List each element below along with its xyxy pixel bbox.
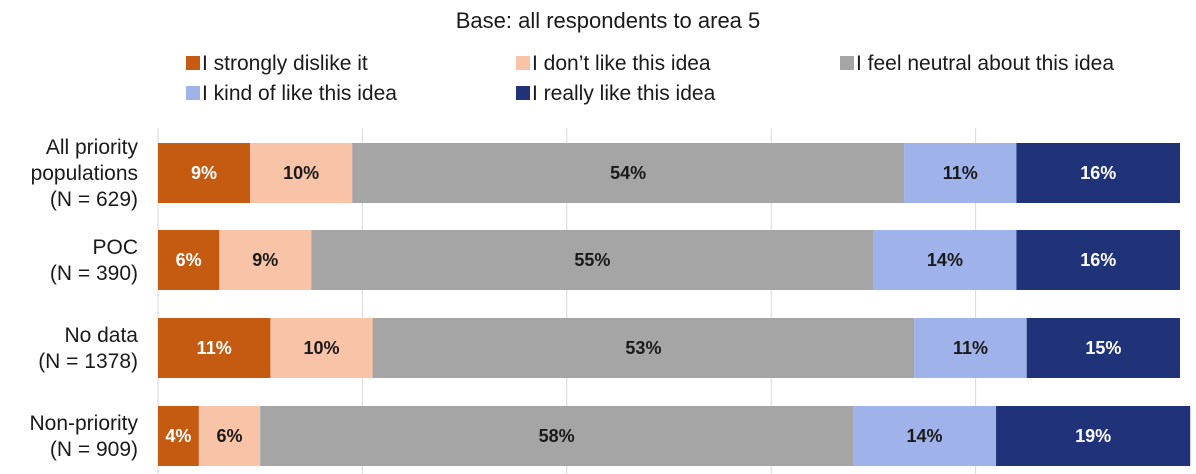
bar-segment xyxy=(996,406,1191,466)
legend-label: I really like this idea xyxy=(532,82,716,105)
legend-label: I strongly dislike it xyxy=(202,52,368,75)
category-label: Non-priority (N = 909) xyxy=(29,412,138,461)
data-label: 58% xyxy=(539,426,575,446)
category-label: No data (N = 1378) xyxy=(38,324,138,373)
data-label: 54% xyxy=(610,163,646,183)
data-label: 19% xyxy=(1075,426,1111,446)
bar-segment xyxy=(352,143,905,203)
category-labels: All priority populations (N = 629) POC (N = … xyxy=(29,136,138,461)
bar-segment xyxy=(158,230,220,290)
legend-swatch xyxy=(186,56,200,70)
bar-row: 6% 9% 55% 14% 16% xyxy=(158,230,1180,290)
data-label: 11% xyxy=(943,163,978,183)
bar-segment xyxy=(852,406,997,466)
category-label-line: (N = 909) xyxy=(50,438,138,461)
bar-row: 11% 10% 53% 11% 15% xyxy=(158,318,1180,378)
category-label: POC (N = 390) xyxy=(50,236,138,285)
bar-segment xyxy=(198,406,261,466)
data-label: 16% xyxy=(1080,250,1116,270)
category-label-line: (N = 629) xyxy=(50,188,138,211)
bar-segment xyxy=(158,143,250,203)
bar-segment xyxy=(1026,318,1180,378)
data-label: 14% xyxy=(906,426,942,446)
data-label: 53% xyxy=(625,338,661,358)
category-label-line: All priority xyxy=(46,136,139,159)
chart-title: Base: all respondents to area 5 xyxy=(456,8,761,33)
bar-segment xyxy=(260,406,853,466)
legend-swatch xyxy=(186,86,200,100)
data-label: 9% xyxy=(191,163,217,183)
bar-segment xyxy=(158,406,199,466)
bar-segment xyxy=(1016,230,1180,290)
category-label-line: No data xyxy=(64,324,138,347)
category-label-line: POC xyxy=(92,236,138,259)
category-label-line: Non-priority xyxy=(29,412,138,435)
legend-swatch xyxy=(516,86,530,100)
legend-item: I really like this idea xyxy=(516,82,716,105)
category-label-line: (N = 390) xyxy=(50,262,138,285)
category-label: All priority populations (N = 629) xyxy=(31,136,139,211)
legend-item: I feel neutral about this idea xyxy=(840,52,1114,75)
data-label: 6% xyxy=(176,250,202,270)
data-label: 10% xyxy=(304,338,340,358)
bar-segment xyxy=(914,318,1027,378)
data-label: 55% xyxy=(574,250,610,270)
category-label-line: (N = 1378) xyxy=(38,350,138,373)
data-label: 10% xyxy=(283,163,319,183)
data-label: 9% xyxy=(252,250,278,270)
bar-segment xyxy=(219,230,312,290)
bar-segment xyxy=(311,230,874,290)
legend: I strongly dislike it I don’t like this i… xyxy=(186,52,1114,105)
data-label: 4% xyxy=(165,426,191,446)
legend-swatch xyxy=(840,56,854,70)
legend-label: I feel neutral about this idea xyxy=(856,52,1114,75)
legend-label: I don’t like this idea xyxy=(532,52,711,75)
bar-segment xyxy=(1016,143,1180,203)
data-label: 16% xyxy=(1080,163,1116,183)
bar-segment xyxy=(158,318,271,378)
data-label: 14% xyxy=(927,250,963,270)
legend-item: I don’t like this idea xyxy=(516,52,711,75)
legend-swatch xyxy=(516,56,530,70)
bar-segment xyxy=(904,143,1017,203)
data-label: 15% xyxy=(1085,338,1121,358)
legend-label: I kind of like this idea xyxy=(202,82,397,105)
bar-row: 4% 6% 58% 14% 19% xyxy=(158,406,1191,466)
legend-item: I strongly dislike it xyxy=(186,52,368,75)
bar-segment xyxy=(270,318,373,378)
legend-item: I kind of like this idea xyxy=(186,82,397,105)
category-label-line: populations xyxy=(31,162,138,185)
data-label: 11% xyxy=(197,338,232,358)
bar-row: 9% 10% 54% 11% 16% xyxy=(158,143,1180,203)
bars: 9% 10% 54% 11% 16%6% 9% 55% 14% 16%11% 10% 53% 11% 1… xyxy=(158,143,1191,466)
bar-segment xyxy=(873,230,1017,290)
data-label: 11% xyxy=(953,338,988,358)
data-label: 6% xyxy=(217,426,243,446)
bar-segment xyxy=(372,318,915,378)
bar-segment xyxy=(249,143,353,203)
